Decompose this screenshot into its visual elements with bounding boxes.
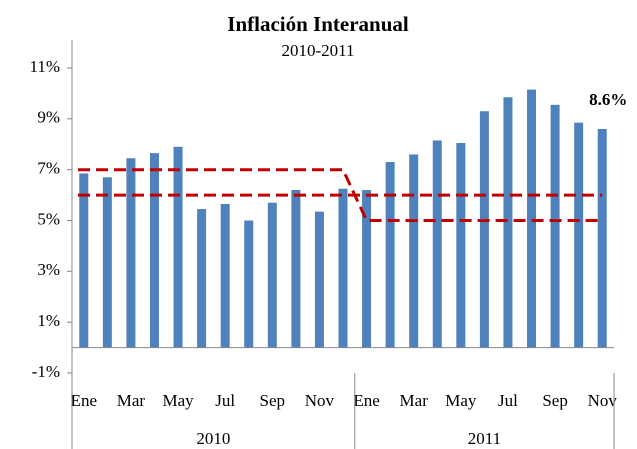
- group-label: 2010: [196, 429, 230, 448]
- y-tick-label: 11%: [29, 57, 60, 76]
- bar: [338, 188, 348, 348]
- bar: [79, 173, 89, 348]
- x-tick-label: Jul: [215, 391, 235, 410]
- bar: [409, 154, 419, 348]
- x-tick-label: Mar: [117, 391, 146, 410]
- bar: [503, 97, 513, 348]
- y-tick-label: 9%: [37, 108, 60, 127]
- x-tick-label: Nov: [305, 391, 335, 410]
- y-tick-label: 7%: [37, 159, 60, 178]
- y-tick-label: 5%: [37, 209, 60, 228]
- bar: [432, 140, 442, 348]
- x-tick-label: May: [445, 391, 477, 410]
- x-tick-label: Nov: [588, 391, 618, 410]
- group-label: 2011: [468, 429, 501, 448]
- data-label: 8.6%: [589, 90, 627, 109]
- bar: [550, 104, 560, 348]
- x-tick-label: May: [162, 391, 194, 410]
- bar: [173, 146, 183, 348]
- bar: [291, 190, 301, 348]
- bar: [597, 129, 607, 348]
- chart-subtitle: 2010-2011: [281, 41, 354, 60]
- chart-title: Inflación Interanual: [227, 12, 409, 36]
- bar: [102, 177, 112, 348]
- bar: [574, 122, 584, 348]
- bar: [126, 158, 136, 348]
- x-tick-label: Sep: [542, 391, 568, 410]
- bar: [197, 209, 207, 348]
- target-band-line: [78, 168, 603, 222]
- bar: [527, 89, 537, 348]
- x-tick-label: Sep: [260, 391, 286, 410]
- y-tick-label: -1%: [32, 362, 60, 381]
- y-tick-label: 1%: [37, 311, 60, 330]
- x-tick-label: Mar: [400, 391, 429, 410]
- bar: [456, 142, 466, 348]
- x-tick-label: Jul: [498, 391, 518, 410]
- bar: [479, 111, 489, 348]
- bar: [362, 190, 372, 348]
- bar: [385, 162, 395, 348]
- x-tick-label: Ene: [71, 391, 97, 410]
- bar: [149, 153, 159, 348]
- x-tick-label: Ene: [353, 391, 379, 410]
- bar: [244, 220, 254, 348]
- y-tick-label: 3%: [37, 260, 60, 279]
- bar: [220, 203, 230, 348]
- bar: [314, 211, 324, 348]
- bar: [267, 202, 277, 348]
